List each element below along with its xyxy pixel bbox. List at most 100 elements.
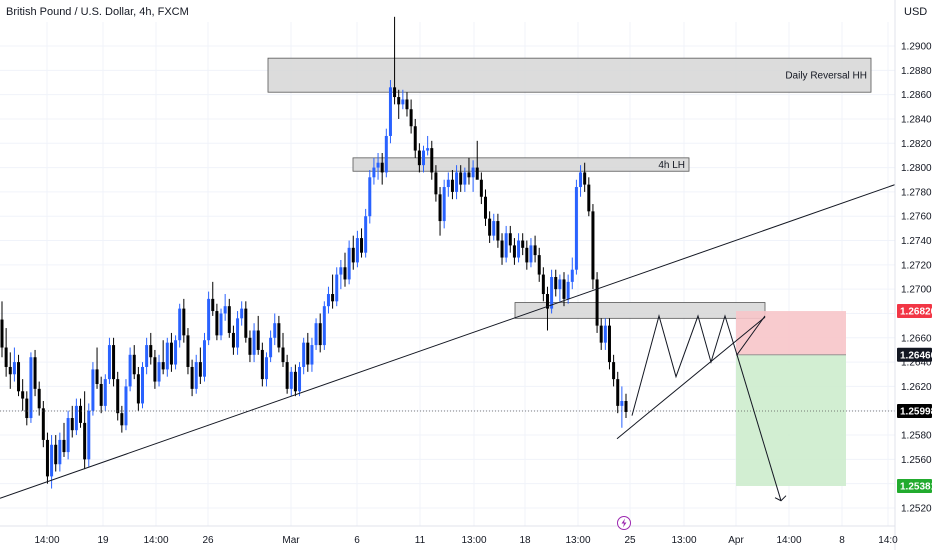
candle-body <box>116 379 120 414</box>
candle-body <box>500 240 504 258</box>
candle-body <box>467 172 471 178</box>
candle-body <box>521 240 525 248</box>
candle-body <box>306 342 310 365</box>
price-badge <box>897 347 932 362</box>
candle-body <box>99 383 103 406</box>
candle-body <box>273 323 277 338</box>
candle-body <box>397 97 401 105</box>
candle-body <box>616 379 620 406</box>
price-badge <box>897 478 932 493</box>
candle-body <box>252 330 256 355</box>
candle-body <box>281 347 285 363</box>
candle-body <box>488 218 492 236</box>
candle-body <box>128 354 132 387</box>
candle-body <box>426 148 430 151</box>
y-tick-label: 1.28000 <box>901 163 932 174</box>
candle-body <box>12 362 16 375</box>
y-tick-label: 1.28800 <box>901 66 932 77</box>
price-badge-label: 1.26460 <box>900 350 932 361</box>
x-tick-label: 14:00 <box>776 535 801 546</box>
candle-body <box>376 162 380 168</box>
zone-label: Daily Reversal HH <box>785 71 867 82</box>
symbol-title: British Pound / U.S. Dollar, 4h, FXCM <box>6 6 189 18</box>
candle-body <box>537 255 541 275</box>
candle-body <box>620 401 624 406</box>
candle-body <box>277 323 281 348</box>
candle-body <box>517 240 521 258</box>
y-tick-label: 1.28600 <box>901 90 932 101</box>
candle-body <box>145 345 149 367</box>
candle-body <box>558 279 562 290</box>
price-axis-panel <box>895 0 932 550</box>
candle-body <box>541 274 545 295</box>
triangle-support-line <box>616 316 766 440</box>
candle-body <box>525 247 529 263</box>
candle-body <box>508 233 512 246</box>
candle-body <box>475 167 479 180</box>
annotation-zones: Daily Reversal HH 4h LH <box>267 57 872 486</box>
candle-body <box>107 345 111 380</box>
currency-label[interactable]: USD <box>904 6 927 18</box>
candle-body <box>492 221 496 236</box>
x-tick-label: 13:00 <box>671 535 696 546</box>
x-tick-label: 11 <box>415 535 426 546</box>
price-badge <box>897 304 932 319</box>
candle-body <box>438 194 442 222</box>
candle-body <box>302 342 306 367</box>
candle-body <box>211 298 215 312</box>
candle-body <box>58 439 62 465</box>
candle-body <box>422 150 426 166</box>
candle-body <box>562 279 566 299</box>
candle-body <box>0 319 4 348</box>
candle-body <box>37 388 41 409</box>
y-tick-label: 1.26200 <box>901 382 932 393</box>
zone-label: 4h LH <box>658 160 685 171</box>
candle-body <box>455 172 459 192</box>
candle-body <box>289 371 293 389</box>
candle-body <box>574 187 578 270</box>
x-tick-label: Mar <box>282 535 300 546</box>
candle-body <box>202 340 206 377</box>
candle-body <box>293 371 297 392</box>
candle-body <box>595 279 599 326</box>
candle-body <box>545 294 549 309</box>
candle-body <box>240 308 244 319</box>
candle-body <box>463 172 467 185</box>
candle-body <box>8 366 12 375</box>
zone-box <box>352 157 690 172</box>
candle-body <box>603 325 607 343</box>
candle-body <box>512 245 516 258</box>
candle-body <box>450 179 454 192</box>
candle-body <box>136 374 140 404</box>
candle-body <box>41 408 45 440</box>
candle-body <box>194 362 198 389</box>
candle-body <box>124 386 128 426</box>
candle-body <box>579 172 583 188</box>
candle-body <box>264 357 268 380</box>
candle-body <box>318 323 322 346</box>
x-tick-label: 14:00 <box>143 535 168 546</box>
projection-zigzag <box>631 314 766 416</box>
candle-body <box>442 187 446 222</box>
x-tick-label: Apr <box>728 535 744 546</box>
candle-body <box>198 362 202 377</box>
candle-body <box>223 306 227 314</box>
candle-body <box>54 444 58 465</box>
candle-body <box>380 162 384 173</box>
candle-body <box>70 418 74 431</box>
candle-body <box>314 323 318 346</box>
candle-body <box>190 366 194 389</box>
y-tick-label: 1.27000 <box>901 285 932 296</box>
y-tick-label: 1.27400 <box>901 236 932 247</box>
candle-body <box>347 247 351 280</box>
y-tick-label: 1.27200 <box>901 260 932 271</box>
forecast-arrow-line <box>736 354 782 501</box>
candle-body <box>83 422 87 460</box>
candle-body <box>169 342 173 365</box>
candle-body <box>471 167 475 178</box>
candle-body <box>248 337 252 355</box>
candle-body <box>583 172 587 185</box>
candle-body <box>591 211 595 280</box>
